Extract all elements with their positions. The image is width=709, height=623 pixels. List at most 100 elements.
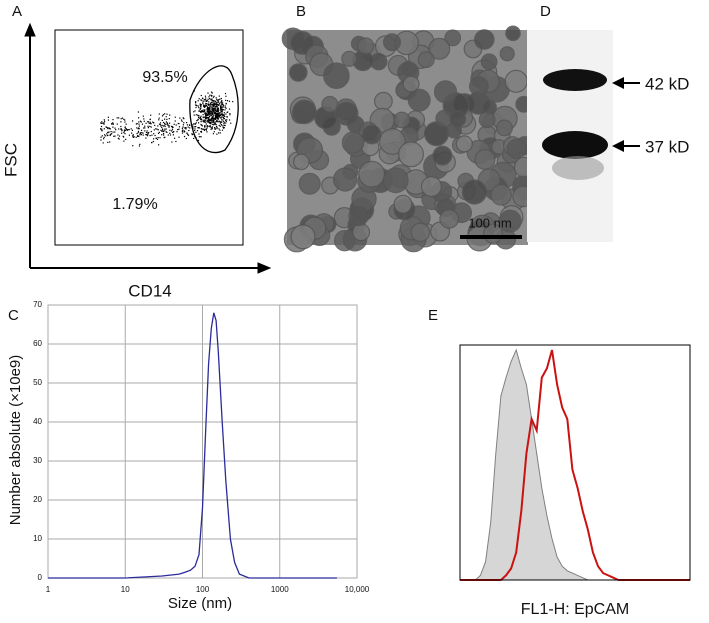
dot (169, 132, 171, 134)
dot (225, 122, 227, 124)
dot (214, 110, 216, 112)
dot (208, 114, 210, 116)
dot (208, 121, 210, 123)
dot (208, 125, 210, 127)
arrow-head (257, 262, 272, 274)
dot (215, 116, 217, 118)
dot (198, 115, 200, 117)
dot (161, 134, 163, 136)
dot (200, 105, 202, 107)
dot (195, 104, 197, 106)
dot (206, 116, 208, 119)
dot (223, 115, 225, 117)
dot (107, 141, 109, 143)
dot (221, 103, 223, 105)
dot (118, 135, 121, 137)
dot (195, 131, 197, 133)
dot (204, 109, 206, 111)
dot (204, 120, 206, 122)
dot (200, 115, 202, 117)
vesicle (393, 111, 411, 129)
dot (102, 122, 104, 124)
vesicle (504, 69, 528, 93)
dot (205, 112, 207, 115)
dot (176, 131, 178, 133)
dot (123, 130, 125, 132)
dot (157, 137, 159, 139)
dot (158, 117, 160, 119)
dot (219, 125, 221, 127)
dot (212, 100, 214, 102)
dot (195, 126, 197, 128)
dot (207, 98, 209, 100)
dot (148, 121, 150, 123)
dot (138, 125, 140, 127)
dot (120, 125, 122, 128)
dot (184, 127, 186, 129)
dot (208, 117, 210, 119)
dot (150, 131, 152, 133)
dot (194, 104, 197, 106)
dot (203, 119, 205, 122)
dot (137, 130, 140, 132)
dot (197, 118, 199, 120)
dot (161, 130, 163, 132)
dot (165, 128, 167, 130)
vesicle (288, 63, 308, 82)
dot (165, 116, 167, 118)
dot (226, 116, 228, 118)
dot (207, 107, 209, 109)
dot (221, 111, 223, 113)
dot (203, 121, 205, 123)
dot (192, 127, 194, 129)
dot (214, 123, 216, 125)
dot (103, 119, 105, 121)
dot (158, 144, 160, 146)
dot (206, 108, 208, 110)
dot (211, 116, 213, 118)
dot (109, 141, 111, 143)
dot (221, 108, 223, 110)
dot (219, 113, 221, 115)
dot (198, 116, 200, 119)
dot (109, 128, 111, 130)
panel-label: C (8, 307, 19, 324)
dot (202, 101, 204, 103)
dot (120, 128, 122, 130)
dot (105, 135, 107, 137)
dot (204, 106, 206, 108)
dot (229, 113, 231, 115)
dot (218, 114, 220, 116)
dot (160, 129, 162, 131)
dot (171, 141, 173, 143)
dot (204, 113, 206, 116)
dot (103, 122, 105, 124)
vesicle (379, 128, 406, 155)
dot (184, 127, 186, 129)
arrow-head (612, 77, 624, 89)
dot (219, 129, 221, 131)
dot (181, 132, 184, 134)
dot (219, 98, 221, 100)
dot (101, 122, 103, 124)
dot (203, 116, 206, 118)
dot (121, 132, 123, 134)
dot (193, 90, 195, 92)
dot (227, 100, 229, 102)
dot (202, 109, 204, 111)
dot (220, 107, 223, 109)
dot (142, 134, 144, 136)
dot (217, 108, 219, 110)
dot (199, 108, 201, 110)
vesicle (432, 145, 453, 166)
dot (218, 95, 220, 97)
dot (202, 120, 204, 122)
dot (165, 131, 167, 133)
dot (211, 98, 213, 100)
dot (206, 121, 208, 123)
x-tick-label: 10,000 (345, 585, 370, 594)
vesicle (292, 153, 310, 171)
dot (209, 103, 211, 105)
dot (110, 131, 112, 133)
dot (201, 99, 203, 101)
